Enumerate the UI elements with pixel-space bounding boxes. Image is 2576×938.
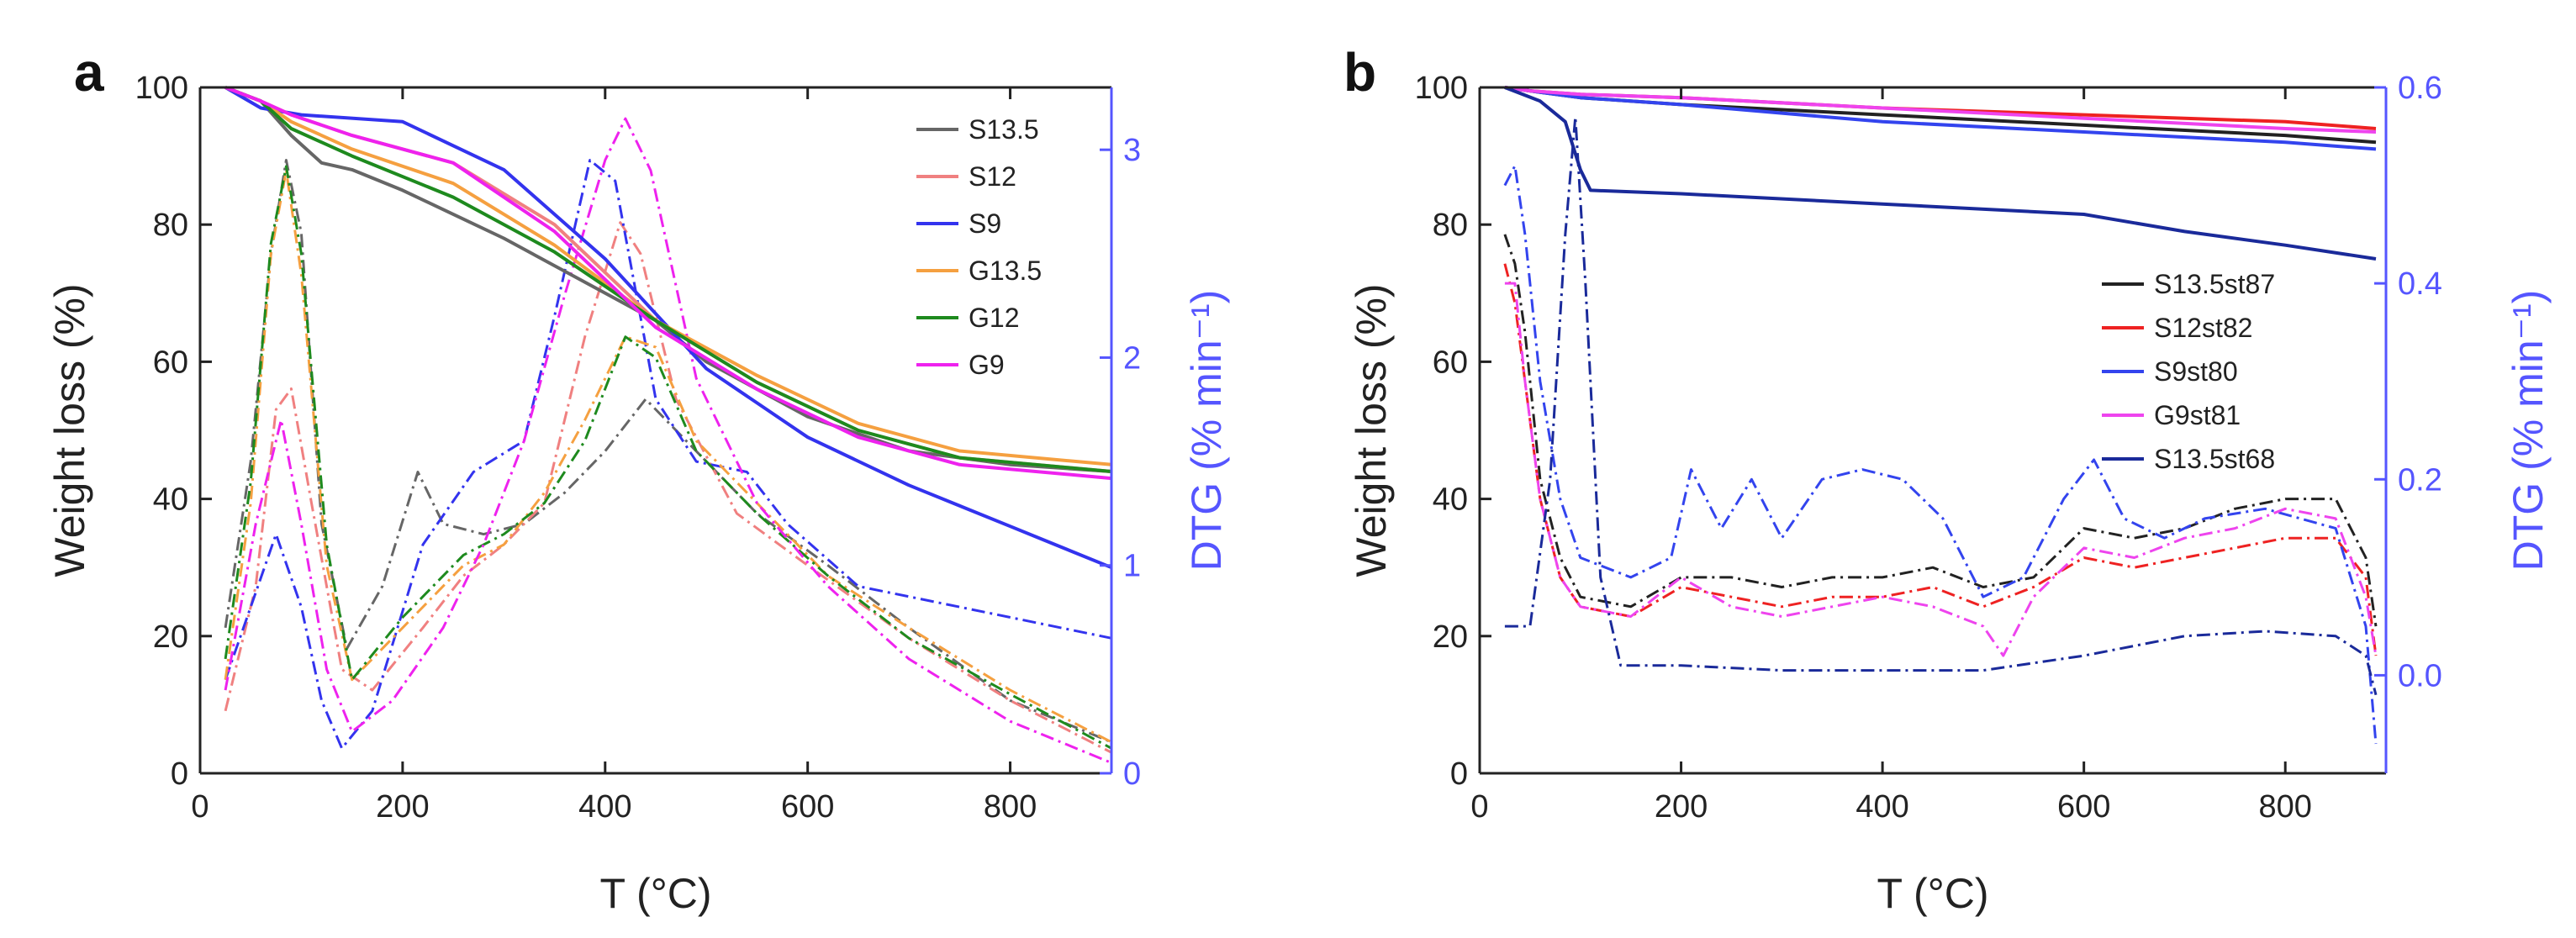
tg-line-G9: [224, 86, 1112, 481]
dtg-line-S9st80: [1503, 164, 2378, 745]
legend-label: G12: [969, 303, 1019, 333]
chart-panel-a: a 0 200 400 600 800 0 20 40 60 80 100 0 1 2 3 T (°C) Weig…: [46, 42, 1230, 917]
dtg-line-G13.5: [224, 169, 1112, 744]
legend-label: S13.5: [969, 114, 1039, 145]
dtg-line-G9st81: [1504, 282, 2378, 657]
legend-label: S12st82: [2154, 313, 2252, 343]
y-tick-label: 60: [153, 345, 188, 380]
y-tick-label: 0: [171, 756, 188, 792]
x-tick-label: 800: [984, 789, 1037, 825]
dtg-line-S13.5: [224, 159, 1112, 744]
x-tick-label: 400: [1855, 789, 1908, 825]
y-tick-label: 100: [135, 71, 188, 106]
y2-tick-label: 0: [1123, 756, 1141, 792]
dtg-line-G12: [224, 165, 1112, 750]
y2-axis-label: DTG (% min⁻¹): [2505, 290, 2552, 572]
panel-label: a: [74, 42, 104, 103]
x-tick-label: 400: [578, 789, 631, 825]
legend-label: S12: [969, 161, 1016, 192]
legend-label: G13.5: [969, 256, 1042, 286]
y-tick-label: 80: [153, 208, 188, 243]
tg-line-G12: [224, 86, 1112, 473]
x-axis-label: T (°C): [1877, 870, 1989, 917]
y2-tick-label: 0.6: [2398, 71, 2442, 106]
y-axis-label: Weight loss (%): [46, 283, 93, 577]
dtg-line-S13.5st68: [1504, 115, 2378, 696]
x-tick-label: 200: [376, 789, 429, 825]
x-tick-label: 200: [1655, 789, 1708, 825]
tg-line-S13.5st68: [1504, 86, 2377, 261]
dtg-line-S12: [224, 221, 1112, 754]
legend-label: S9st80: [2154, 356, 2238, 387]
tg-line-G9st81: [1504, 86, 2377, 134]
y2-tick-label: 1: [1123, 549, 1141, 584]
y-tick-label: 0: [1450, 756, 1468, 792]
x-tick-label: 800: [2259, 789, 2312, 825]
legend-label: S9: [969, 208, 1001, 239]
y2-tick-label: 2: [1123, 340, 1141, 376]
tg-line-S12st82: [1504, 86, 2377, 130]
y-tick-label: 80: [1433, 208, 1468, 243]
y-tick-label: 20: [1433, 619, 1468, 655]
dtg-line-S9: [224, 159, 1112, 750]
x-tick-label: 600: [781, 789, 834, 825]
x-tick-label: 600: [2057, 789, 2110, 825]
tg-line-G13.5: [224, 86, 1112, 466]
legend-label: S13.5st68: [2154, 444, 2275, 474]
legend-label: G9: [969, 350, 1005, 380]
y2-tick-label: 3: [1123, 133, 1141, 168]
y2-axis-label: DTG (% min⁻¹): [1183, 290, 1230, 572]
legend-label: G9st81: [2154, 400, 2241, 430]
dtg-line-G9: [224, 117, 1112, 764]
legend-label: S13.5st87: [2154, 269, 2275, 299]
y-tick-label: 40: [1433, 482, 1468, 518]
x-tick-label: 0: [191, 789, 209, 825]
dtg-line-S13.5st87: [1503, 234, 2378, 627]
y-tick-label: 100: [1415, 71, 1468, 106]
panel-label: b: [1343, 42, 1376, 103]
y-tick-label: 60: [1433, 345, 1468, 380]
chart-panel-b: b 0 200 400 600 800 0 20 40 60 80 100 0.0 0.2 0.4 0.6 T …: [1343, 42, 2552, 917]
x-axis-label: T (°C): [600, 870, 712, 917]
y2-tick-label: 0.4: [2398, 266, 2442, 302]
x-tick-label: 0: [1470, 789, 1488, 825]
y-tick-label: 20: [153, 619, 188, 655]
y2-tick-label: 0.2: [2398, 462, 2442, 498]
y-axis-label: Weight loss (%): [1348, 283, 1395, 577]
y2-tick-label: 0.0: [2398, 658, 2442, 693]
y-tick-label: 40: [153, 482, 188, 518]
